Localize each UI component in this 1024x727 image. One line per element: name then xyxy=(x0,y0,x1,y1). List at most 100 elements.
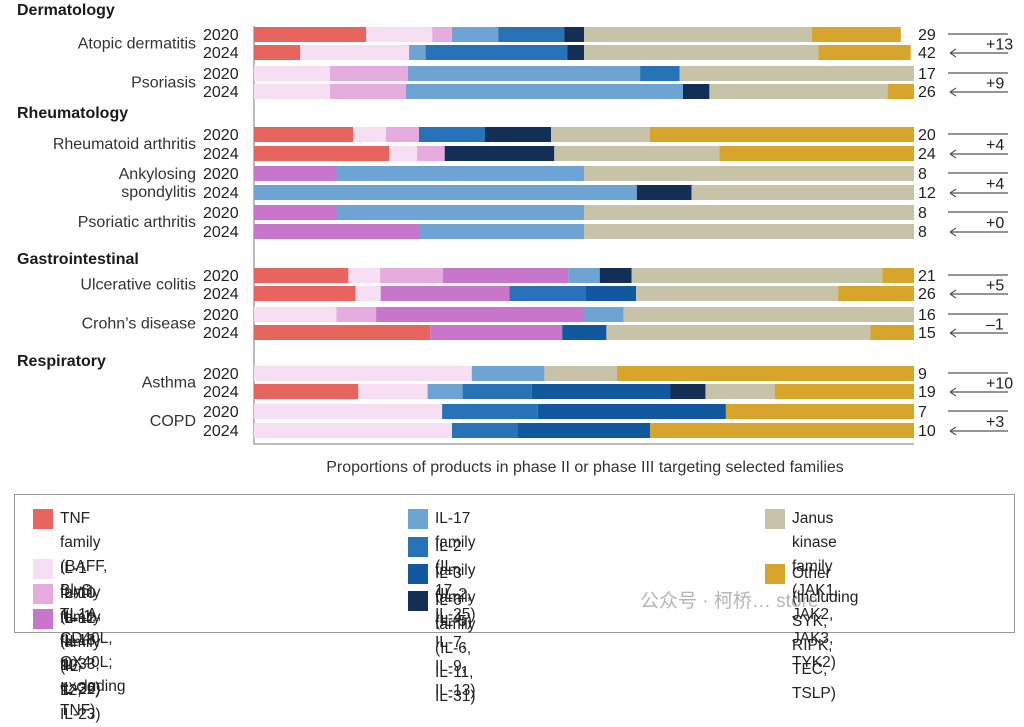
legend-label: Other (including SYK, RIPK, TEC, TSLP) xyxy=(792,565,859,702)
bar-segment-il-1-family xyxy=(254,66,330,81)
change-label: +5 xyxy=(986,278,1004,295)
legend: TNF family (BAFF, BlyS, TL1A, CD40L, OX4… xyxy=(14,494,1015,723)
bar-segment-tnf-family xyxy=(254,384,359,399)
disease-label: Psoriasis xyxy=(131,75,196,92)
bar-segment-il-12-family xyxy=(254,224,419,239)
change-arrow-head xyxy=(949,328,957,338)
bar-segment-il-6-family xyxy=(444,146,555,161)
disease-label: Asthma xyxy=(142,375,196,392)
bar-segment-tnf-family xyxy=(254,127,353,142)
total-count-label: 42 xyxy=(918,45,936,62)
watermark: 公众号 · 柯桥… store xyxy=(640,591,819,612)
bar-segment-tnf-family xyxy=(254,146,390,161)
disease-label: Rheumatoid arthritis xyxy=(53,136,196,153)
bar-segment-il-10-family xyxy=(336,307,377,322)
change-arrow-head xyxy=(949,227,957,237)
bar-segment-janus-kinase-family xyxy=(584,205,914,220)
bar-segment-janus-kinase-family xyxy=(606,325,871,340)
change-label: +4 xyxy=(986,176,1004,193)
bar-segment-il-1-family xyxy=(254,423,452,438)
bar-segment-il-1-family xyxy=(300,45,410,60)
bar-segment-il-1-family xyxy=(366,27,433,42)
bar-segment-il-6-family xyxy=(683,84,710,99)
change-arrow-head xyxy=(949,48,957,58)
bar-segment-janus-kinase-family xyxy=(584,166,914,181)
change-arrow-head xyxy=(949,426,957,436)
bar-segment-il-17-family xyxy=(419,224,584,239)
bar-segment-il-17-family xyxy=(427,384,463,399)
change-label: +9 xyxy=(986,76,1004,93)
bar-segment-other xyxy=(650,423,914,438)
bar-segment-janus-kinase-family xyxy=(584,45,819,60)
bar-segment-other xyxy=(887,84,914,99)
year-label: 2024 xyxy=(203,45,239,62)
bar-segment-il-10-family xyxy=(329,66,408,81)
stacked-bar-chart: Dermatology Atopic dermatitis 2020 29 2024 42… xyxy=(17,2,1013,476)
bar-segment-janus-kinase-family xyxy=(709,84,888,99)
year-label: 2020 xyxy=(203,127,239,144)
group-header: Dermatology xyxy=(17,2,115,19)
legend-swatch xyxy=(408,591,428,611)
group-header: Rheumatology xyxy=(17,105,128,122)
total-count-label: 7 xyxy=(918,404,927,421)
year-label: 2024 xyxy=(203,384,239,401)
bar-segment-il-12-family xyxy=(254,166,337,181)
change-label: +3 xyxy=(986,414,1004,431)
bar-segment-il-10-family xyxy=(432,27,452,42)
legend-swatch xyxy=(765,564,785,584)
bar-segment-il-3-family xyxy=(585,286,637,301)
bar-segment-other xyxy=(774,384,914,399)
bar-segment-il-17-family xyxy=(336,205,584,220)
bar-segment-other xyxy=(882,268,914,283)
bar-segment-il-17-family xyxy=(452,27,499,42)
total-count-label: 9 xyxy=(918,366,927,383)
year-label: 2020 xyxy=(203,366,239,383)
bar-segment-il-6-family xyxy=(599,268,632,283)
bar-segment-tnf-family xyxy=(254,268,349,283)
bar-segment-il-12-family xyxy=(442,268,569,283)
change-arrow-head xyxy=(949,387,957,397)
total-count-label: 10 xyxy=(918,423,936,440)
bar-segment-il-17-family xyxy=(254,185,637,200)
legend-swatch xyxy=(33,559,53,579)
bar-segment-il-3-family xyxy=(531,384,671,399)
bar-segment-il-1-family xyxy=(355,286,381,301)
bar-segment-il-17-family xyxy=(471,366,545,381)
legend-label: IL-3 family (IL-5) xyxy=(435,565,476,630)
bar-segment-janus-kinase-family xyxy=(679,66,914,81)
year-label: 2020 xyxy=(203,66,239,83)
total-count-label: 8 xyxy=(918,205,927,222)
bar-segment-il-3-family xyxy=(537,404,726,419)
total-count-label: 26 xyxy=(918,84,936,101)
bar-segment-il-12-family xyxy=(430,325,563,340)
bar-segment-il-17-family xyxy=(409,45,426,60)
bar-segment-il-2-family xyxy=(425,45,568,60)
bar-segment-il-1-family xyxy=(254,404,443,419)
change-label: +13 xyxy=(986,37,1013,54)
total-count-label: 29 xyxy=(918,27,936,44)
bar-segment-il-6-family xyxy=(636,185,692,200)
bar-segment-il-1-family xyxy=(254,84,330,99)
bar-segment-il-2-family xyxy=(419,127,485,142)
year-label: 2024 xyxy=(203,286,239,303)
bar-segment-other xyxy=(719,146,914,161)
legend-swatch xyxy=(408,564,428,584)
bar-segment-other xyxy=(818,45,911,60)
bar-segment-janus-kinase-family xyxy=(584,224,914,239)
bar-segment-il-6-family xyxy=(670,384,706,399)
year-label: 2024 xyxy=(203,325,239,342)
bar-segment-janus-kinase-family xyxy=(691,185,914,200)
change-label: –1 xyxy=(986,317,1004,334)
legend-swatch xyxy=(33,609,53,629)
bar-segment-il-1-family xyxy=(353,127,386,142)
legend-swatch xyxy=(408,537,428,557)
bar-segment-il-1-family xyxy=(358,384,428,399)
x-axis-title: Proportions of products in phase II or p… xyxy=(326,459,844,476)
bar-segment-tnf-family xyxy=(254,286,356,301)
disease-label: Atopic dermatitis xyxy=(78,36,196,53)
change-arrow-head xyxy=(949,188,957,198)
bar-segment-janus-kinase-family xyxy=(551,127,650,142)
bar-segment-other xyxy=(811,27,901,42)
legend-swatch xyxy=(33,584,53,604)
legend-swatch xyxy=(765,509,785,529)
